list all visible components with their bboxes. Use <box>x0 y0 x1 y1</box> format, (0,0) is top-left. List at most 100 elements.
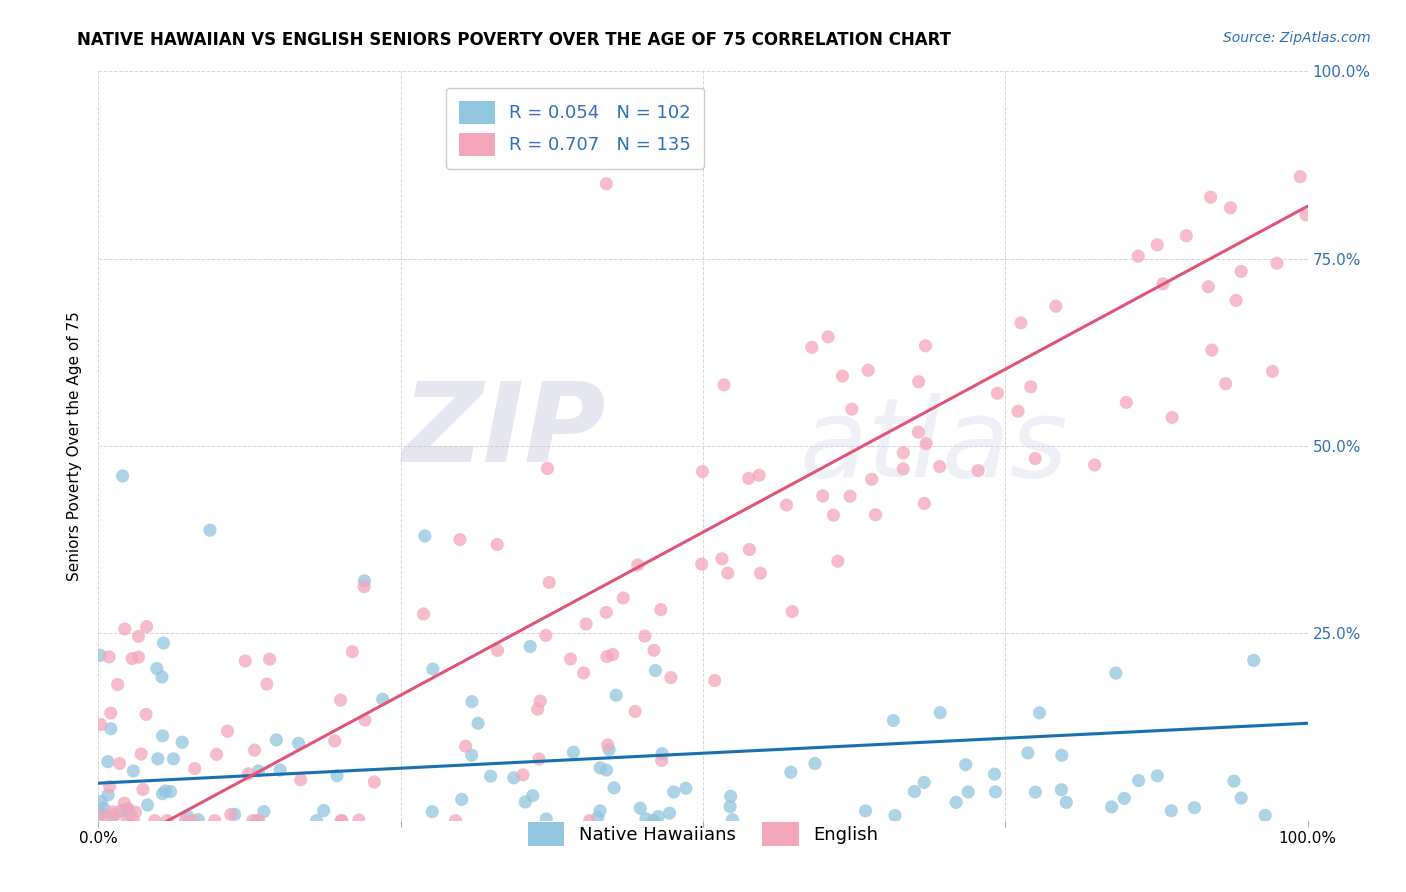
Point <box>823 508 845 523</box>
Point <box>90 717 112 731</box>
Point <box>912 775 935 789</box>
Point <box>111 469 134 483</box>
Text: ZIP: ZIP <box>402 377 606 484</box>
Point <box>839 489 862 503</box>
Point <box>105 807 128 822</box>
Point <box>135 707 157 722</box>
Point <box>312 804 335 818</box>
Point <box>967 464 990 478</box>
Point <box>205 747 228 762</box>
Point <box>117 801 139 815</box>
Point <box>572 665 595 680</box>
Point <box>326 769 349 783</box>
Point <box>152 787 174 801</box>
Point <box>534 628 557 642</box>
Point <box>720 789 742 804</box>
Point <box>775 498 797 512</box>
Point <box>461 748 484 763</box>
Point <box>174 814 197 828</box>
Point <box>342 645 364 659</box>
Point <box>634 629 657 643</box>
Point <box>1261 364 1284 378</box>
Point <box>330 814 353 828</box>
Point <box>1161 410 1184 425</box>
Point <box>1115 395 1137 409</box>
Point <box>721 813 744 827</box>
Point <box>907 375 929 389</box>
Point <box>97 755 120 769</box>
Text: Source: ZipAtlas.com: Source: ZipAtlas.com <box>1223 31 1371 45</box>
Point <box>323 734 346 748</box>
Point <box>586 810 609 824</box>
Point <box>1184 800 1206 814</box>
Point <box>117 803 139 817</box>
Point <box>710 551 733 566</box>
Point <box>675 781 697 796</box>
Point <box>176 809 198 823</box>
Point <box>219 807 242 822</box>
Point <box>893 446 915 460</box>
Point <box>651 747 673 761</box>
Point <box>860 472 883 486</box>
Point <box>1024 451 1046 466</box>
Point <box>983 767 1005 781</box>
Point <box>287 736 309 750</box>
Point <box>143 814 166 828</box>
Point <box>644 664 666 678</box>
Point <box>1265 256 1288 270</box>
Point <box>575 617 598 632</box>
Point <box>204 814 226 828</box>
Point <box>101 809 124 823</box>
Point <box>329 693 352 707</box>
Point <box>1028 706 1050 720</box>
Point <box>1019 380 1042 394</box>
Point <box>97 788 120 802</box>
Point <box>1160 804 1182 818</box>
Point <box>1243 653 1265 667</box>
Point <box>603 780 626 795</box>
Point <box>90 807 112 822</box>
Point <box>891 462 914 476</box>
Point <box>596 738 619 752</box>
Point <box>651 753 673 767</box>
Point <box>479 769 502 783</box>
Point <box>122 814 145 828</box>
Point <box>89 808 111 822</box>
Point <box>817 330 839 344</box>
Point <box>1105 666 1128 681</box>
Point <box>650 602 672 616</box>
Point <box>855 804 877 818</box>
Point <box>612 591 634 605</box>
Y-axis label: Seniors Poverty Over the Age of 75: Seniors Poverty Over the Age of 75 <box>67 311 83 581</box>
Point <box>1254 808 1277 822</box>
Point <box>1215 376 1237 391</box>
Point <box>152 729 174 743</box>
Point <box>107 677 129 691</box>
Point <box>184 762 207 776</box>
Point <box>1199 190 1222 204</box>
Point <box>181 814 204 828</box>
Point <box>233 654 256 668</box>
Point <box>259 652 281 666</box>
Point <box>856 363 879 377</box>
Point <box>150 670 173 684</box>
Point <box>1084 458 1107 472</box>
Point <box>578 814 600 828</box>
Text: atlas: atlas <box>800 392 1069 500</box>
Point <box>1201 343 1223 357</box>
Text: NATIVE HAWAIIAN VS ENGLISH SENIORS POVERTY OVER THE AGE OF 75 CORRELATION CHART: NATIVE HAWAIIAN VS ENGLISH SENIORS POVER… <box>77 31 952 49</box>
Point <box>1017 746 1039 760</box>
Point <box>703 673 725 688</box>
Point <box>101 805 124 819</box>
Point <box>831 369 853 384</box>
Point <box>1007 404 1029 418</box>
Point <box>1054 795 1077 809</box>
Point <box>502 771 524 785</box>
Point <box>371 692 394 706</box>
Point <box>589 804 612 818</box>
Point <box>198 523 221 537</box>
Point <box>882 714 904 728</box>
Point <box>146 752 169 766</box>
Point <box>98 814 121 828</box>
Point <box>243 743 266 757</box>
